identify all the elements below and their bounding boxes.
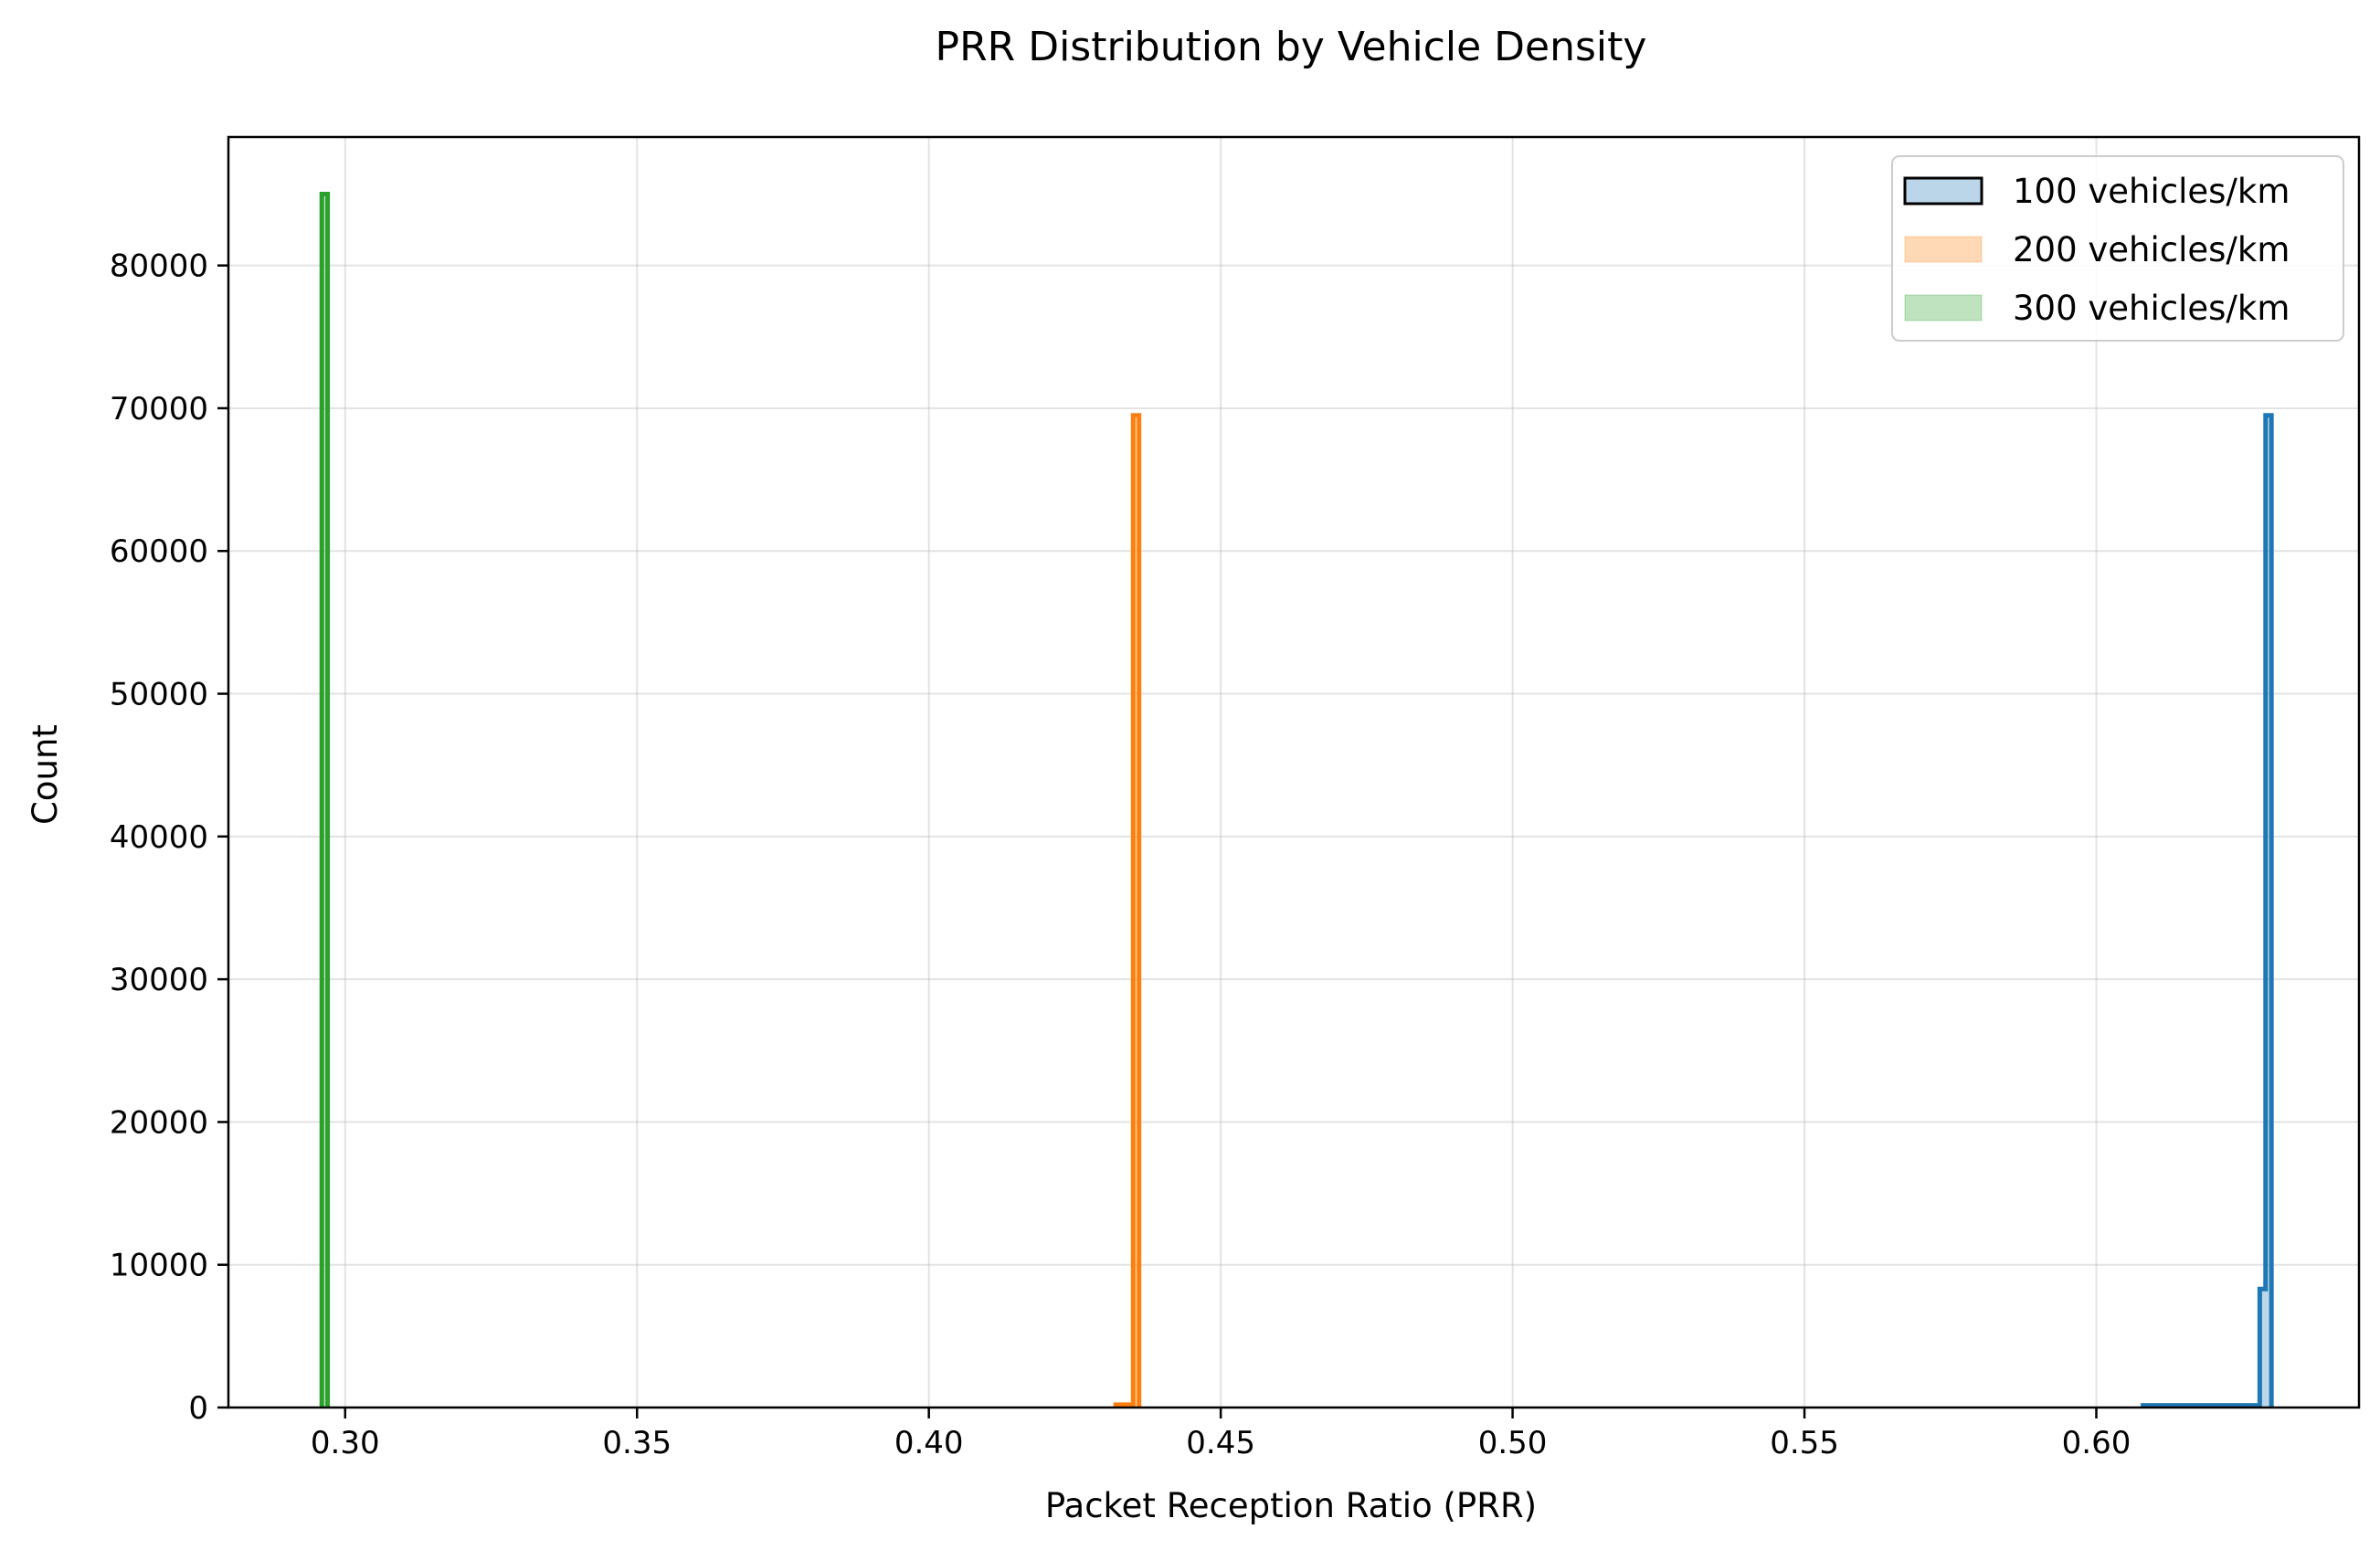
histogram-bar xyxy=(1133,415,1139,1408)
y-tick-label: 80000 xyxy=(110,248,208,285)
legend: 100 vehicles/km 200 vehicles/km 300 vehicl… xyxy=(1891,155,2344,342)
x-tick-label: 0.45 xyxy=(1186,1425,1255,1461)
series-2 xyxy=(1113,413,1142,1408)
legend-label: 300 vehicles/km xyxy=(2013,289,2290,328)
series-3 xyxy=(319,192,331,1408)
y-tick-label: 70000 xyxy=(110,391,208,427)
plot-area: 0.30 0.35 0.40 0.45 0.50 0.55 0.60 0 10000 20000 3… xyxy=(110,135,2361,1461)
legend-swatch xyxy=(1904,294,1983,322)
histogram-outline xyxy=(319,192,331,1408)
legend-label: 100 vehicles/km xyxy=(2013,172,2290,211)
y-tick-label: 50000 xyxy=(110,677,208,713)
x-tick-label: 0.40 xyxy=(894,1425,964,1461)
histogram-outline xyxy=(1113,413,1142,1408)
chart-title: PRR Distribution by Vehicle Density xyxy=(936,24,1647,70)
x-tick-label: 0.30 xyxy=(311,1425,380,1461)
y-tick-label: 60000 xyxy=(110,533,208,570)
y-tick-label: 10000 xyxy=(110,1248,208,1284)
histogram-bar xyxy=(322,194,328,1408)
legend-swatch xyxy=(1904,236,1983,263)
y-tick-label: 20000 xyxy=(110,1104,208,1141)
legend-label: 200 vehicles/km xyxy=(2013,230,2290,269)
x-axis-label: Packet Reception Ratio (PRR) xyxy=(1045,1486,1537,1525)
x-tick-label: 0.60 xyxy=(2062,1425,2131,1461)
histogram-bar xyxy=(2265,415,2272,1408)
legend-swatch xyxy=(1903,176,1983,206)
x-tick-label: 0.35 xyxy=(602,1425,672,1461)
series-1 xyxy=(2141,413,2274,1408)
y-tick-label: 40000 xyxy=(110,819,208,856)
x-tick-label: 0.55 xyxy=(1770,1425,1839,1461)
axes-frame xyxy=(227,135,2361,1409)
histogram-bar xyxy=(2259,1289,2266,1408)
y-tick-label: 30000 xyxy=(110,962,208,998)
y-axis-label: Count xyxy=(26,724,65,825)
x-tick-label: 0.50 xyxy=(1478,1425,1548,1461)
legend-frame xyxy=(1891,155,2344,342)
histogram-outline xyxy=(2141,413,2274,1408)
y-tick-label: 0 xyxy=(188,1390,208,1427)
